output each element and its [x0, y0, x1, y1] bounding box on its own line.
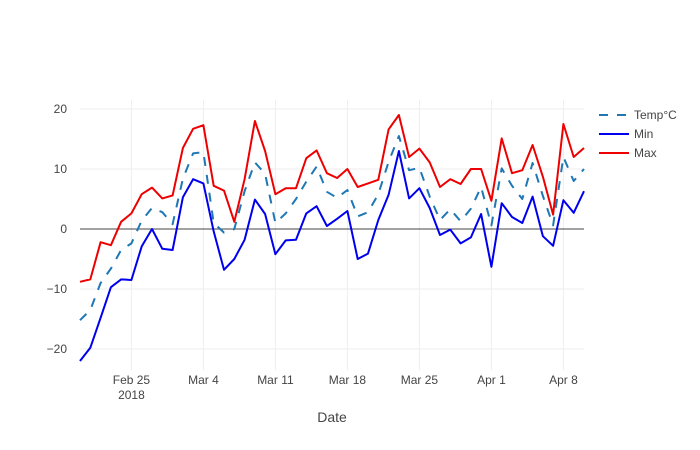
x-tick-year-label: 2018 — [118, 388, 145, 402]
x-tick-label: Mar 11 — [257, 373, 294, 387]
y-tick-label: 0 — [60, 222, 67, 236]
y-tick-label: 10 — [54, 162, 68, 176]
legend-item[interactable]: Max — [599, 146, 657, 160]
gridlines — [80, 100, 584, 370]
legend-label: Min — [634, 127, 653, 141]
y-tick-label: −10 — [47, 282, 68, 296]
series-line-max — [79, 114, 585, 283]
x-tick-label: Mar 18 — [329, 373, 367, 387]
series-lines — [79, 114, 585, 362]
series-line-temp-c — [79, 135, 585, 321]
y-tick-label: −20 — [47, 342, 68, 356]
y-axis-ticks: −20 −10 0 10 20 — [47, 102, 68, 356]
x-tick-label: Apr 8 — [549, 373, 578, 387]
x-tick-label: Apr 1 — [477, 373, 506, 387]
legend-label: Max — [634, 146, 657, 160]
legend-item[interactable]: Min — [599, 127, 653, 141]
legend-item[interactable]: Temp°C — [599, 108, 677, 122]
x-tick-label: Feb 25 — [113, 373, 151, 387]
y-tick-label: 20 — [54, 102, 68, 116]
legend-label: Temp°C — [634, 108, 677, 122]
legend: Temp°C Min Max — [599, 108, 677, 160]
x-axis-title: Date — [317, 409, 347, 425]
series-line-min — [79, 150, 585, 362]
x-tick-label: Mar 4 — [188, 373, 219, 387]
x-tick-label: Mar 25 — [401, 373, 439, 387]
